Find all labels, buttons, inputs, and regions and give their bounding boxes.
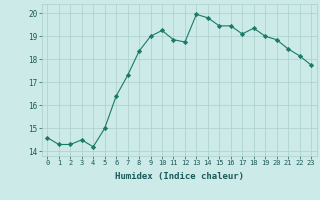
X-axis label: Humidex (Indice chaleur): Humidex (Indice chaleur) xyxy=(115,172,244,181)
